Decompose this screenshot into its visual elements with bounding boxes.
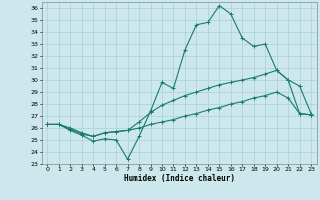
X-axis label: Humidex (Indice chaleur): Humidex (Indice chaleur) <box>124 174 235 183</box>
